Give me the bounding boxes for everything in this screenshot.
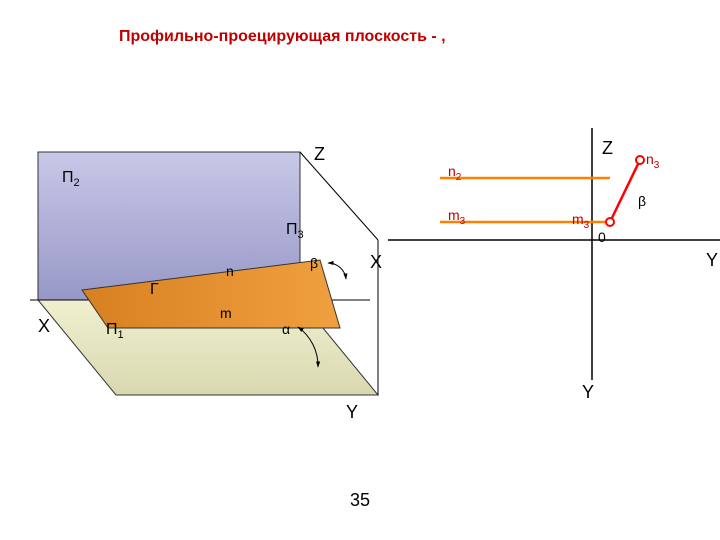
- label-alpha: α: [282, 321, 290, 337]
- point-m3: [606, 218, 614, 226]
- label-zero: 0: [598, 229, 606, 245]
- label-n3: n3: [646, 151, 660, 171]
- beta-arc-left: [328, 263, 346, 279]
- point-n3: [636, 156, 644, 164]
- diagram-svg: ZXXYП2П1П3ГnmβαZYY0n2n3m3m3β: [0, 0, 720, 540]
- label-Y_right_v: Y: [582, 382, 594, 402]
- label-Z_right: Z: [602, 138, 613, 158]
- title-text: Профильно-проецирующая плоскость - ,: [119, 28, 446, 46]
- label-beta_right: β: [638, 193, 646, 209]
- label-X_right_of_3d: X: [370, 252, 382, 272]
- profile-trace: [610, 160, 640, 222]
- label-beta_left: β: [310, 255, 318, 271]
- label-Z_left: Z: [314, 144, 325, 164]
- label-n_on_plane: n: [226, 263, 234, 279]
- label-m3_right: m3: [572, 211, 590, 231]
- label-m_on_plane: m: [220, 305, 232, 321]
- page-number: 35: [350, 490, 370, 511]
- label-X_left: X: [38, 316, 50, 336]
- pi3-edge-top: [300, 152, 378, 240]
- label-Y_right_h: Y: [706, 250, 718, 270]
- label-m3_left: m3: [448, 207, 466, 227]
- label-Y_left: Y: [346, 402, 358, 422]
- label-Gamma: Г: [150, 281, 159, 298]
- label-n2: n2: [448, 163, 462, 183]
